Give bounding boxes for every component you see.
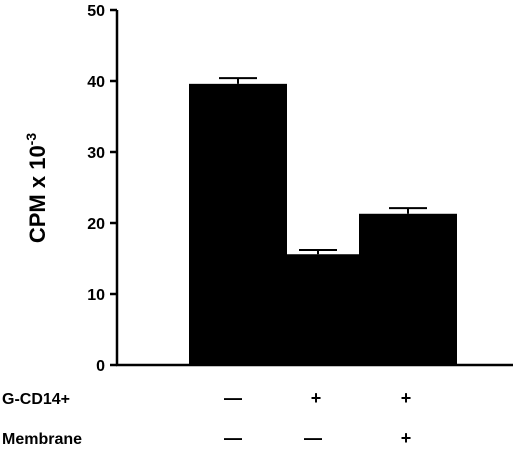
condition-sign: —: [224, 428, 242, 448]
bars: [189, 83, 457, 365]
condition-sign: —: [304, 428, 322, 448]
y-axis-label: CPM x 10-3: [23, 133, 50, 243]
y-axis-label-main: CPM x 10: [25, 145, 50, 243]
condition-sign: +: [401, 388, 412, 408]
bar: [359, 213, 457, 365]
condition-table: G-CD14+ — + + Membrane — — +: [2, 388, 411, 448]
condition-sign: +: [401, 428, 412, 448]
y-axis-label-superscript: -3: [23, 133, 39, 146]
condition-label: G-CD14+: [2, 391, 70, 408]
bar: [269, 254, 367, 365]
y-tick-label: 30: [87, 145, 105, 162]
condition-label: Membrane: [2, 431, 82, 448]
y-axis-ticks: 0 10 20 30 40 50: [87, 3, 117, 375]
y-tick-label: 50: [87, 3, 105, 20]
condition-sign: +: [311, 388, 322, 408]
error-bars: [219, 77, 427, 255]
y-tick-label: 40: [87, 74, 105, 91]
y-tick-label: 20: [87, 216, 105, 233]
y-tick-label: 10: [87, 287, 105, 304]
condition-sign: —: [224, 388, 242, 408]
y-tick-label: 0: [96, 358, 105, 375]
